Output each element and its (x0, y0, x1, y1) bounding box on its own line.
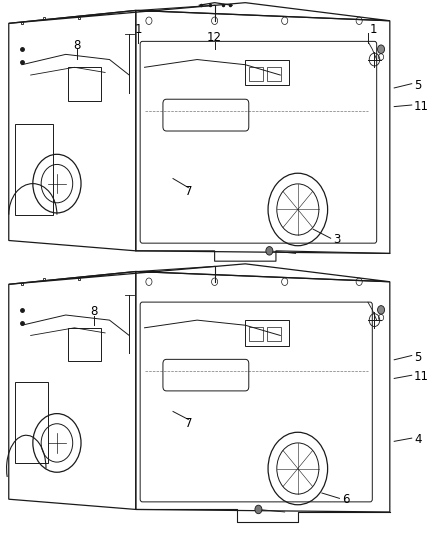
Bar (245, 320, 289, 346)
Bar (267, 67, 281, 80)
Bar (267, 327, 281, 341)
Text: 1: 1 (134, 23, 142, 36)
Bar (249, 327, 263, 341)
Bar (249, 67, 263, 80)
Bar (15, 382, 48, 463)
Text: 1: 1 (370, 23, 378, 36)
Circle shape (266, 247, 273, 255)
Text: 5: 5 (414, 351, 421, 364)
Bar (68, 328, 101, 361)
Bar (68, 67, 101, 101)
Text: 8: 8 (91, 305, 98, 318)
Circle shape (255, 505, 262, 514)
Text: 12: 12 (207, 31, 222, 44)
Bar (245, 60, 289, 85)
Circle shape (378, 45, 385, 53)
Text: 7: 7 (184, 417, 192, 430)
Text: 4: 4 (414, 433, 421, 446)
Text: 11: 11 (414, 100, 429, 113)
Text: 5: 5 (414, 79, 421, 92)
Bar (15, 124, 53, 215)
Text: 6: 6 (342, 494, 349, 506)
Circle shape (378, 305, 385, 314)
Text: 3: 3 (333, 233, 340, 246)
Text: 8: 8 (73, 39, 80, 52)
Text: 7: 7 (184, 185, 192, 198)
Text: 11: 11 (414, 370, 429, 383)
